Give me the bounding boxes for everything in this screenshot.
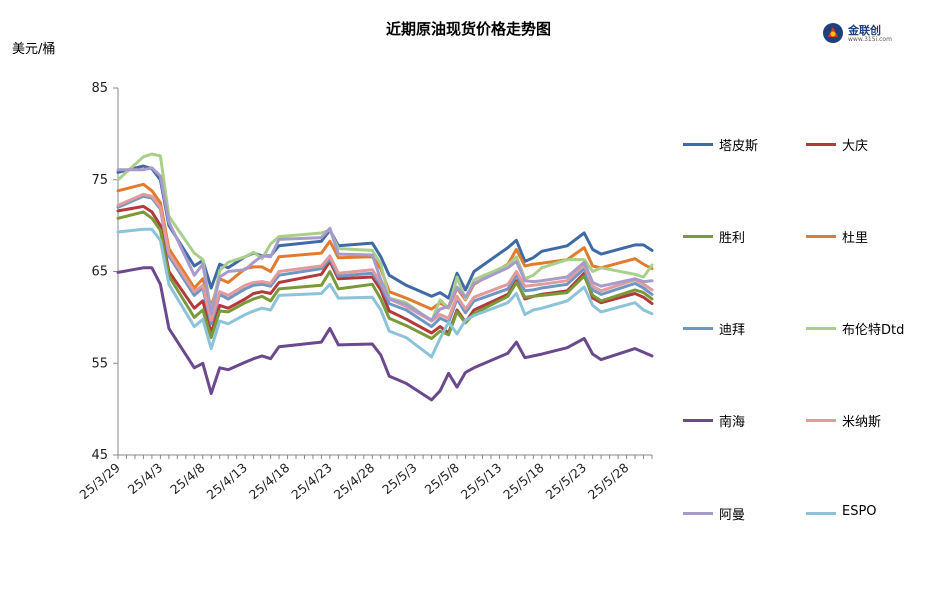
legend-swatch: [683, 512, 713, 515]
x-tick-label: 25/4/8: [167, 460, 207, 497]
y-tick-label: 45: [91, 448, 108, 463]
legend-label: ESPO: [842, 504, 877, 519]
legend-swatch: [806, 143, 836, 146]
series-line-2: [116, 210, 654, 340]
y-tick-label: 75: [91, 173, 108, 188]
brand-logo-name: 金联创: [848, 24, 881, 37]
legend-swatch: [683, 327, 713, 330]
legend-swatch: [806, 419, 836, 422]
x-axis-tick-labels: 25/3/29 25/4/3 25/4/825/4/1325/4/1825/4/23…: [76, 460, 631, 502]
series-line-0: [116, 164, 654, 300]
series-line-6: [116, 266, 654, 402]
legend-label: 南海: [719, 415, 746, 430]
legend-label: 阿曼: [719, 508, 746, 523]
y-tick-label: 85: [91, 81, 108, 96]
x-tick-label: 25/4/13: [204, 460, 251, 502]
legend-swatch: [683, 419, 713, 422]
x-tick-label: 25/5/8: [422, 460, 462, 497]
x-tick-label: 25/4/23: [288, 460, 335, 502]
legend-label: 塔皮斯: [719, 139, 759, 154]
legend-swatch: [683, 143, 713, 146]
x-tick-label: 25/5/23: [543, 460, 590, 502]
brand-logo-icon: [823, 23, 843, 43]
legend-label: 杜里: [842, 231, 869, 246]
legend-swatch: [683, 235, 713, 238]
brand-logo: 金联创 www.315i.com: [822, 20, 902, 46]
series-line-9: [116, 227, 654, 359]
y-tick-label: 55: [91, 356, 108, 371]
y-tick-label: 65: [91, 265, 108, 280]
legend-swatch: [806, 235, 836, 238]
legend-label: 布伦特Dtd: [842, 323, 905, 338]
x-tick-label: 25/3/29: [76, 460, 123, 502]
chart-title: 近期原油现货价格走势图: [385, 20, 551, 38]
x-tick-label: 25/4/18: [246, 460, 293, 502]
legend-label: 胜利: [719, 231, 746, 246]
y-axis-unit: 美元/桶: [12, 42, 56, 57]
legend-swatch: [806, 327, 836, 330]
x-tick-label: 25/4/28: [331, 460, 378, 502]
series-line-8: [116, 166, 654, 322]
x-tick-label: 25/5/13: [458, 460, 505, 502]
legend-label: 大庆: [842, 139, 869, 154]
x-tick-label: 25/5/3: [379, 460, 419, 497]
legend-label: 米纳斯: [842, 415, 882, 430]
x-tick-label: 25/5/18: [500, 460, 547, 502]
brand-logo-url: www.315i.com: [848, 36, 892, 43]
x-tick-label: 25/5/28: [585, 460, 632, 502]
legend-label: 迪拜: [719, 323, 746, 338]
y-axis-tick-labels: 45 55 65 75 85: [91, 81, 108, 463]
x-tick-label: 25/4/3: [125, 460, 165, 497]
legend-swatch: [806, 512, 836, 515]
chart-series-lines: [116, 152, 654, 402]
